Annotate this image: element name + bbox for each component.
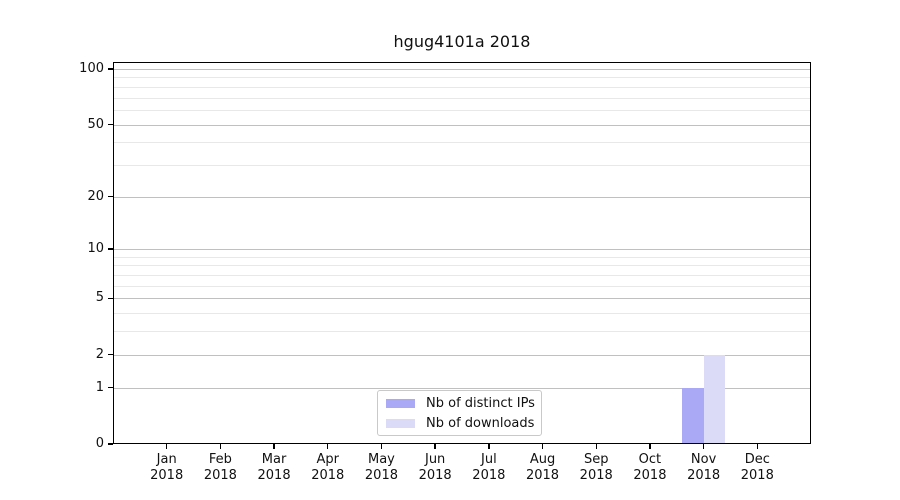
x-tick-year: 2018: [150, 468, 184, 483]
y-tick-mark: [108, 68, 113, 70]
y-gridline-major: [113, 196, 811, 198]
y-gridline-major: [113, 354, 811, 356]
x-tick-label: May 2018: [349, 452, 413, 484]
x-tick-year: 2018: [579, 468, 613, 483]
y-tick-mark: [108, 386, 113, 389]
y-gridline-minor: [113, 331, 811, 333]
x-tick-year: 2018: [633, 468, 667, 483]
x-tick-year: 2018: [311, 468, 345, 483]
y-gridline-minor: [113, 164, 811, 166]
x-tick-month: Feb: [208, 452, 232, 467]
x-tick-label: Jan 2018: [135, 452, 199, 484]
y-gridline-minor: [113, 285, 811, 287]
y-gridline-minor: [113, 109, 811, 111]
x-tick-year: 2018: [364, 468, 398, 483]
x-tick-year: 2018: [472, 468, 506, 483]
x-tick-month: Mar: [261, 452, 287, 467]
x-tick-label: Jul 2018: [457, 452, 521, 484]
x-tick-label: Dec 2018: [725, 452, 789, 484]
x-tick-month: Nov: [690, 452, 717, 467]
x-tick-month: Sep: [583, 452, 609, 467]
y-tick-label: 1: [95, 379, 104, 395]
x-tick-mark: [595, 444, 597, 449]
legend-swatch-downloads: [386, 418, 415, 428]
x-tick-mark: [273, 444, 275, 449]
x-tick-month: Oct: [638, 452, 662, 467]
chart-title: hgug4101a 2018: [393, 32, 531, 51]
y-gridline-major: [113, 249, 811, 251]
y-tick-label: 0: [95, 436, 104, 451]
x-tick-year: 2018: [687, 468, 721, 483]
plot-area: [113, 62, 811, 444]
x-tick-label: Oct 2018: [618, 452, 682, 484]
y-gridline-minor: [113, 86, 811, 88]
x-tick-year: 2018: [525, 468, 560, 483]
y-tick-label: 2: [95, 346, 104, 362]
x-tick-label: Apr 2018: [296, 452, 360, 484]
x-tick-label: Feb 2018: [188, 452, 252, 484]
x-tick-mark: [649, 444, 651, 449]
legend-label-distinct-ips: Nb of distinct IPs: [426, 395, 535, 411]
y-tick-mark: [108, 354, 113, 356]
x-tick-mark: [488, 444, 490, 449]
x-tick-label: Aug 2018: [511, 452, 575, 484]
x-tick-mark: [756, 444, 758, 449]
y-tick-label: 5: [95, 290, 104, 306]
y-gridline-major: [113, 298, 811, 300]
x-tick-year: 2018: [418, 468, 452, 483]
y-gridline-major: [113, 124, 811, 126]
y-tick-mark: [108, 195, 113, 198]
x-tick-label: Mar 2018: [242, 452, 306, 484]
x-tick-mark: [702, 444, 705, 449]
x-tick-mark: [327, 444, 329, 449]
x-tick-mark: [434, 444, 436, 449]
y-gridline-minor: [113, 256, 811, 258]
legend: Nb of distinct IPs Nb of downloads: [377, 390, 542, 436]
x-tick-month: Jun: [424, 452, 446, 467]
y-gridline-minor: [113, 275, 811, 277]
y-tick-mark: [108, 248, 113, 250]
x-tick-mark: [541, 444, 544, 449]
x-tick-label: Nov 2018: [672, 452, 736, 484]
x-tick-label: Sep 2018: [564, 452, 628, 484]
y-gridline-minor: [113, 142, 811, 144]
legend-swatch-distinct-ips: [386, 398, 415, 408]
x-tick-month: Jan: [156, 452, 177, 467]
y-gridline-major: [113, 387, 811, 389]
x-tick-year: 2018: [257, 468, 291, 483]
x-tick-mark: [165, 444, 168, 449]
legend-label-downloads: Nb of downloads: [426, 415, 535, 431]
x-tick-month: Jul: [481, 452, 497, 467]
bar-distinct-ips: [682, 387, 704, 444]
x-tick-mark: [219, 444, 222, 449]
y-tick-mark: [108, 297, 113, 300]
bar-downloads: [703, 354, 726, 444]
x-tick-month: Dec: [744, 452, 770, 467]
x-tick-label: Jun 2018: [403, 452, 467, 484]
legend-item-distinct-ips: Nb of distinct IPs: [386, 393, 541, 413]
y-gridline-minor: [113, 77, 811, 79]
x-tick-month: Apr: [316, 452, 340, 467]
y-tick-mark: [108, 443, 113, 445]
y-gridline-minor: [113, 313, 811, 315]
y-tick-mark: [108, 123, 113, 126]
y-gridline-minor: [113, 97, 811, 99]
x-tick-month: Aug: [529, 452, 556, 467]
y-tick-label: 50: [87, 116, 104, 132]
y-tick-label: 10: [87, 241, 104, 257]
y-gridline-major: [113, 69, 811, 70]
legend-item-downloads: Nb of downloads: [386, 413, 541, 433]
x-tick-year: 2018: [203, 468, 237, 483]
y-gridline-minor: [113, 265, 811, 267]
x-tick-month: May: [368, 452, 395, 467]
y-tick-label: 20: [87, 188, 104, 204]
x-tick-year: 2018: [740, 468, 774, 483]
y-tick-label: 100: [79, 61, 104, 76]
x-tick-mark: [380, 444, 383, 449]
